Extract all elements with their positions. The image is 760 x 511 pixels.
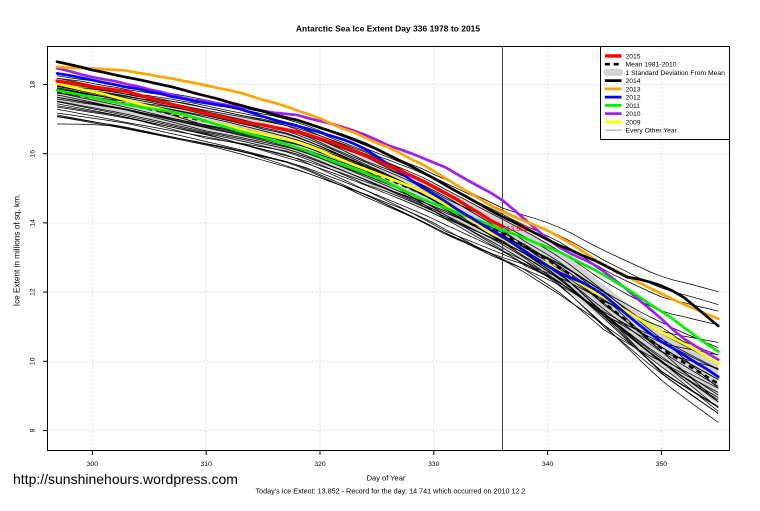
svg-text:12: 12 — [30, 288, 37, 296]
svg-text:10: 10 — [30, 357, 37, 365]
svg-text:2011: 2011 — [626, 103, 641, 110]
svg-text:http://sunshinehours.wordpress: http://sunshinehours.wordpress.com — [13, 471, 238, 487]
svg-text:Mean 1981-2010: Mean 1981-2010 — [626, 62, 677, 69]
svg-text:Today's Ice Extent: 13.852 -: Today's Ice Extent: 13.852 - Record for … — [256, 487, 526, 496]
svg-text:340: 340 — [542, 461, 554, 468]
svg-text:2012: 2012 — [626, 95, 641, 102]
svg-text:310: 310 — [201, 461, 213, 468]
svg-text:320: 320 — [314, 461, 326, 468]
svg-text:2009: 2009 — [626, 119, 641, 126]
svg-text:2015: 2015 — [626, 53, 641, 60]
svg-text:18: 18 — [30, 81, 37, 89]
svg-text:Ice Extent in millions of sq.: Ice Extent in millions of sq. km. — [13, 194, 22, 306]
svg-text:2013: 2013 — [626, 86, 641, 93]
svg-text:Every Other Year: Every Other Year — [626, 128, 678, 135]
svg-text:300: 300 — [87, 461, 99, 468]
svg-text:2014: 2014 — [626, 78, 641, 85]
svg-text:330: 330 — [428, 461, 440, 468]
svg-text:2010: 2010 — [626, 111, 641, 118]
svg-text:Day of Year: Day of Year — [367, 474, 406, 483]
svg-text:8: 8 — [30, 428, 37, 432]
svg-text:1 Standard Deviation From Mean: 1 Standard Deviation From Mean — [626, 70, 726, 77]
svg-text:350: 350 — [656, 461, 668, 468]
svg-text:Antarctic Sea Ice Extent Day 3: Antarctic Sea Ice Extent Day 336 1978 to… — [296, 24, 481, 34]
svg-text:16: 16 — [30, 150, 37, 158]
svg-text:14: 14 — [30, 219, 37, 227]
svg-text:13.852: 13.852 — [507, 226, 529, 233]
